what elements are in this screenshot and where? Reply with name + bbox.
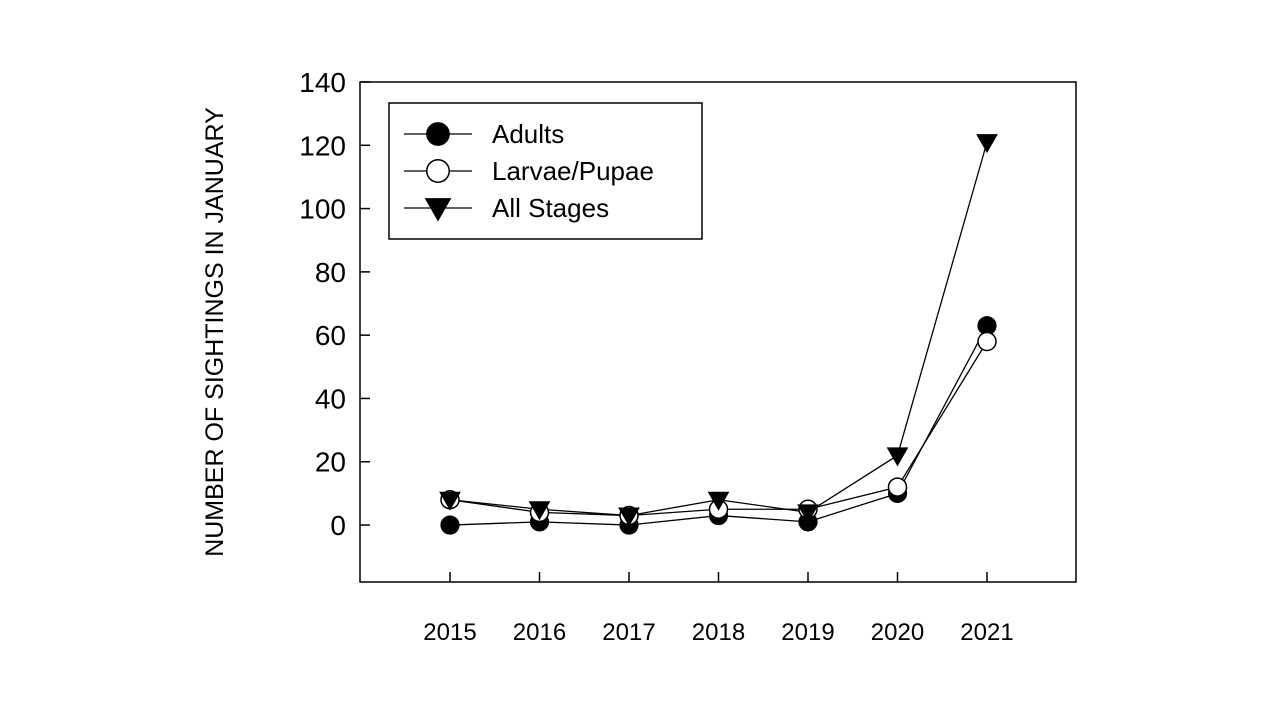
- x-tick-label: 2019: [781, 619, 834, 646]
- legend-marker-open-circle: [426, 159, 450, 183]
- y-tick-label: 100: [299, 194, 346, 225]
- legend-marker-filled-triangle-down: [424, 198, 452, 222]
- y-tick-label: 120: [299, 130, 346, 161]
- legend-label: Adults: [492, 119, 564, 149]
- y-tick-label: 140: [299, 67, 346, 98]
- data-point-open-circle: [887, 477, 908, 497]
- y-tick-label: 40: [315, 383, 346, 414]
- data-point-filled-triangle-down: [797, 504, 819, 524]
- y-tick-label: 0: [330, 510, 346, 541]
- y-axis-label: NUMBER OF SIGHTINGS IN JANUARY: [201, 107, 229, 557]
- y-tick-label: 20: [315, 447, 346, 478]
- x-axis: 2015 2016 2017 2018 2019 2020 2021: [423, 572, 1014, 646]
- y-tick-label: 80: [315, 257, 346, 288]
- data-point-open-circle: [977, 331, 997, 352]
- data-point-filled-triangle-down: [439, 491, 461, 511]
- legend: Adults Larvae/Pupae All Stages: [388, 102, 703, 240]
- data-point-filled-triangle-down: [528, 501, 551, 521]
- data-point-filled-triangle-down: [618, 507, 640, 527]
- y-tick-label: 60: [315, 320, 346, 351]
- y-axis: 0 20 40 60 80 100 120 140: [299, 67, 370, 541]
- series-layer: [439, 134, 998, 535]
- data-point-filled-triangle-down: [886, 447, 909, 467]
- x-tick-label: 2018: [692, 619, 745, 646]
- legend-marker-filled-circle: [426, 122, 450, 146]
- x-tick-label: 2015: [423, 619, 476, 646]
- data-point-filled-triangle-down: [976, 134, 998, 154]
- data-point-filled-triangle-down: [707, 491, 730, 511]
- x-tick-label: 2021: [960, 619, 1013, 646]
- legend-label: Larvae/Pupae: [492, 156, 654, 186]
- x-tick-label: 2016: [513, 619, 566, 646]
- legend-label: All Stages: [492, 193, 609, 223]
- x-tick-label: 2017: [602, 619, 655, 646]
- data-point-filled-circle: [440, 515, 460, 535]
- x-tick-label: 2020: [871, 619, 924, 646]
